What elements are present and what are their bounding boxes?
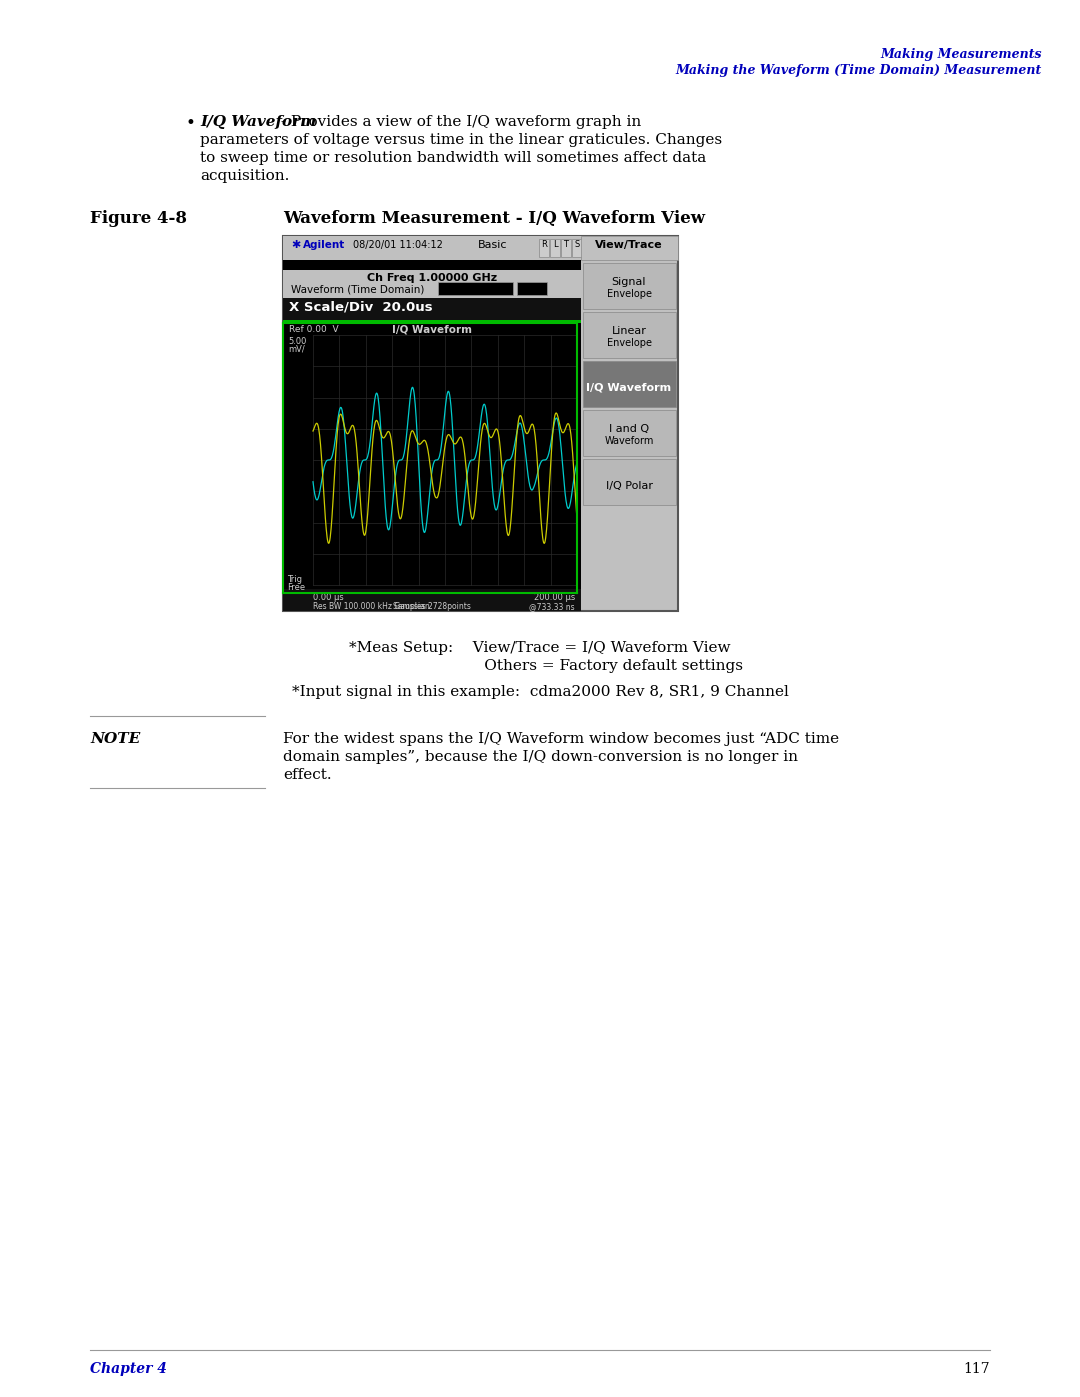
Text: Agilent: Agilent [303, 240, 346, 250]
Text: Signal: Signal [611, 277, 646, 286]
Bar [283, 236, 678, 610]
Text: Envelope: Envelope [607, 289, 651, 299]
Bar [283, 270, 581, 298]
Bar [539, 239, 549, 257]
Text: Samples 2728points: Samples 2728points [393, 602, 471, 610]
Text: R: R [541, 240, 546, 249]
Text: NOTE: NOTE [90, 732, 140, 746]
Text: 0.00 μs: 0.00 μs [313, 592, 343, 602]
Text: @733.33 ns: @733.33 ns [529, 602, 575, 610]
Text: Making Measurements: Making Measurements [880, 47, 1042, 61]
Bar [583, 360, 676, 407]
Text: •: • [185, 115, 194, 131]
Text: I/Q Waveform: I/Q Waveform [200, 115, 316, 129]
Bar [581, 236, 678, 260]
Text: to sweep time or resolution bandwidth will sometimes affect data: to sweep time or resolution bandwidth wi… [200, 151, 706, 165]
Text: Ref 0.00  V: Ref 0.00 V [289, 326, 339, 334]
Text: For the widest spans the I/Q Waveform window becomes just “ADC time: For the widest spans the I/Q Waveform wi… [283, 732, 839, 746]
Bar [561, 239, 571, 257]
Text: Making the Waveform (Time Domain) Measurement: Making the Waveform (Time Domain) Measur… [676, 64, 1042, 77]
Text: 200.00 μs: 200.00 μs [534, 592, 575, 602]
Text: I and Q: I and Q [609, 425, 649, 434]
Text: Waveform (Time Domain): Waveform (Time Domain) [291, 285, 424, 295]
Bar [283, 236, 678, 260]
Text: Basic: Basic [478, 240, 508, 250]
Text: parameters of voltage versus time in the linear graticules. Changes: parameters of voltage versus time in the… [200, 133, 723, 147]
Text: View/Trace: View/Trace [595, 240, 663, 250]
Text: 5.00: 5.00 [288, 337, 307, 346]
Text: X Scale/Div  20.0us: X Scale/Div 20.0us [289, 300, 433, 314]
Bar [550, 239, 561, 257]
Bar [438, 282, 513, 295]
Text: acquisition.: acquisition. [200, 169, 289, 183]
Text: Figure 4-8: Figure 4-8 [90, 210, 187, 226]
Text: I/Q Waveform: I/Q Waveform [586, 383, 672, 393]
Text: domain samples”, because the I/Q down-conversion is no longer in: domain samples”, because the I/Q down-co… [283, 750, 798, 764]
Text: Waveform: Waveform [605, 436, 653, 446]
Bar [583, 312, 676, 358]
Text: - Provides a view of the I/Q waveform graph in: - Provides a view of the I/Q waveform gr… [276, 115, 642, 129]
Text: Linear: Linear [611, 326, 647, 337]
Bar [583, 460, 676, 504]
Bar [283, 590, 581, 610]
Text: Chapter 4: Chapter 4 [90, 1362, 167, 1376]
Text: I/Q Waveform: I/Q Waveform [392, 326, 472, 335]
Text: *Meas Setup:    View/Trace = I/Q Waveform View: *Meas Setup: View/Trace = I/Q Waveform V… [349, 641, 731, 655]
Bar [572, 239, 582, 257]
Text: effect.: effect. [283, 768, 332, 782]
Text: Ch Freq 1.00000 GHz: Ch Freq 1.00000 GHz [367, 272, 497, 284]
Bar [583, 409, 676, 455]
Text: Res BW 100.000 kHz Gaussian: Res BW 100.000 kHz Gaussian [313, 602, 430, 610]
Text: Free: Free [287, 583, 306, 592]
Bar [283, 260, 581, 270]
Bar [583, 263, 676, 309]
Text: S: S [575, 240, 580, 249]
Bar [517, 282, 546, 295]
Bar [283, 320, 581, 323]
Text: I/Q Polar: I/Q Polar [606, 481, 652, 490]
Text: Envelope: Envelope [607, 338, 651, 348]
Text: *Input signal in this example:  cdma2000 Rev 8, SR1, 9 Channel: *Input signal in this example: cdma2000 … [292, 685, 788, 698]
Text: Trig: Trig [287, 576, 302, 584]
Text: mV/: mV/ [288, 345, 305, 353]
Text: 117: 117 [963, 1362, 990, 1376]
Text: ✱: ✱ [291, 240, 300, 250]
Text: T: T [564, 240, 568, 249]
Bar [283, 323, 581, 590]
Text: Waveform Measurement - I/Q Waveform View: Waveform Measurement - I/Q Waveform View [283, 210, 705, 226]
Text: L: L [553, 240, 557, 249]
Text: 08/20/01 11:04:12: 08/20/01 11:04:12 [353, 240, 443, 250]
Text: Others = Factory default settings: Others = Factory default settings [337, 659, 743, 673]
Bar [283, 298, 581, 320]
